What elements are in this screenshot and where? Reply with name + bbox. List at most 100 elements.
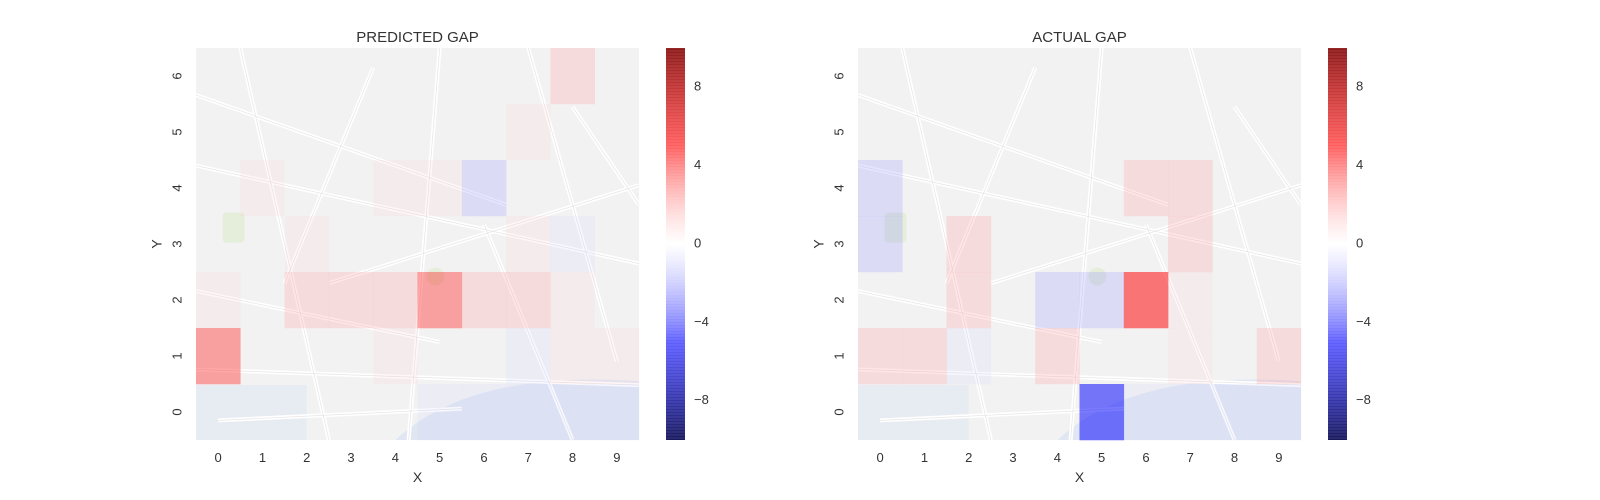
x-tick-label: 4 xyxy=(1054,450,1061,465)
heatmap-cell xyxy=(506,328,551,385)
heatmap-cell xyxy=(1123,216,1169,273)
heatmap-cell xyxy=(858,272,903,329)
heatmap-cell xyxy=(1035,104,1080,161)
heatmap-cell xyxy=(373,328,418,385)
heatmap-cell xyxy=(594,48,640,105)
heatmap-cell xyxy=(902,48,947,105)
x-tick-label: 0 xyxy=(215,450,222,465)
heatmap-cell xyxy=(1079,216,1125,273)
heatmap-cell xyxy=(946,216,992,273)
heatmap-cell xyxy=(461,216,507,273)
heatmap-cell xyxy=(373,104,418,161)
heatmap-cell xyxy=(1079,160,1125,217)
heatmap-cell xyxy=(461,160,507,217)
x-tick-label: 5 xyxy=(1098,450,1105,465)
heatmap-cell xyxy=(1256,104,1302,161)
heatmap-cell xyxy=(328,272,374,329)
heatmap-panel-0: PREDICTED GAP 0 1 2 3 4 5 6 7 8 9 0 1 2 3 4 5 6 X Y 8 4 0 −4 −8 xyxy=(149,29,709,485)
heatmap-cell xyxy=(1035,272,1080,329)
heatmap-cell xyxy=(461,48,507,105)
heatmap-cell xyxy=(506,104,551,161)
heatmap-cell xyxy=(240,272,285,329)
x-tick-label: 4 xyxy=(392,450,399,465)
x-tick-label: 9 xyxy=(1275,450,1282,465)
x-tick-label: 3 xyxy=(347,450,354,465)
heatmap-cell xyxy=(1212,160,1257,217)
heatmap-cell xyxy=(990,216,1036,273)
y-tick-label: 3 xyxy=(169,240,184,247)
heatmap-cell xyxy=(284,160,330,217)
x-tick-label: 8 xyxy=(1231,450,1238,465)
heatmap-cell xyxy=(373,216,418,273)
heatmap-cell xyxy=(1256,216,1302,273)
heatmap-cell xyxy=(1168,48,1213,105)
x-tick-label: 5 xyxy=(436,450,443,465)
y-tick-label: 0 xyxy=(831,408,846,415)
x-tick-label: 2 xyxy=(965,450,972,465)
x-axis-label: X xyxy=(413,469,423,485)
heatmap-cell xyxy=(550,272,595,329)
heatmap-cell xyxy=(990,160,1036,217)
heatmap-cell xyxy=(461,272,507,329)
heatmap-cell xyxy=(1168,104,1213,161)
heatmap-cell xyxy=(1212,216,1257,273)
heatmap-cell xyxy=(461,104,507,161)
heatmap-cell xyxy=(858,48,903,105)
heatmap-cell xyxy=(946,328,992,385)
colorbar-tick-label: −4 xyxy=(694,314,709,329)
heatmap-cell xyxy=(328,328,374,385)
heatmap-cell xyxy=(902,104,947,161)
heatmap-cell xyxy=(373,48,418,105)
x-tick-label: 9 xyxy=(613,450,620,465)
heatmap-cell xyxy=(1212,384,1257,441)
heatmap-cell xyxy=(461,328,507,385)
heatmap-cell xyxy=(373,272,418,329)
heatmap-cell xyxy=(417,272,463,329)
heatmap-cell xyxy=(284,104,330,161)
heatmap-cell xyxy=(328,104,374,161)
map-background xyxy=(196,48,639,440)
heatmap-cell xyxy=(240,104,285,161)
heatmap-cell xyxy=(284,328,330,385)
heatmap-cell xyxy=(1123,328,1169,385)
colorbar-tick-label: 8 xyxy=(1356,79,1363,94)
y-tick-label: 5 xyxy=(169,128,184,135)
heatmap-cell xyxy=(240,328,285,385)
colorbar: 8 4 0 −4 −8 xyxy=(666,47,709,440)
heatmap-cell xyxy=(1123,272,1169,329)
heatmap-cell xyxy=(990,384,1036,441)
heatmap-cell xyxy=(1168,384,1213,441)
heatmap-cell xyxy=(1168,272,1213,329)
heatmap-cell xyxy=(858,160,903,217)
heatmap-cell xyxy=(858,216,903,273)
y-tick-label: 4 xyxy=(831,184,846,191)
heatmap-cell xyxy=(284,384,330,441)
heatmap-cell xyxy=(594,104,640,161)
heatmap-cell xyxy=(902,216,947,273)
heatmap-cell xyxy=(506,160,551,217)
heatmap-cell xyxy=(1123,384,1169,441)
colorbar-tick-label: 0 xyxy=(694,235,701,250)
heatmap-cell xyxy=(858,328,903,385)
heatmap-cell xyxy=(594,160,640,217)
heatmap-cell xyxy=(417,104,463,161)
x-tick-label: 7 xyxy=(525,450,532,465)
heatmap-cell xyxy=(284,216,330,273)
heatmap-cell xyxy=(196,160,241,217)
heatmap-cell xyxy=(946,384,992,441)
heatmap-cell xyxy=(417,216,463,273)
heatmap-cell xyxy=(990,48,1036,105)
heatmap-cell xyxy=(506,48,551,105)
x-tick-label: 1 xyxy=(921,450,928,465)
x-tick-label: 1 xyxy=(259,450,266,465)
heatmap-cell xyxy=(594,272,640,329)
x-tick-label: 8 xyxy=(569,450,576,465)
heatmap-cell xyxy=(196,272,241,329)
heatmap-cell xyxy=(550,104,595,161)
colorbar-tick-label: 0 xyxy=(1356,235,1363,250)
chart-title: ACTUAL GAP xyxy=(1032,29,1126,46)
heatmap-cell xyxy=(902,160,947,217)
heatmap-cell xyxy=(1123,104,1169,161)
heatmap-cell xyxy=(902,272,947,329)
heatmap-cell xyxy=(946,104,992,161)
